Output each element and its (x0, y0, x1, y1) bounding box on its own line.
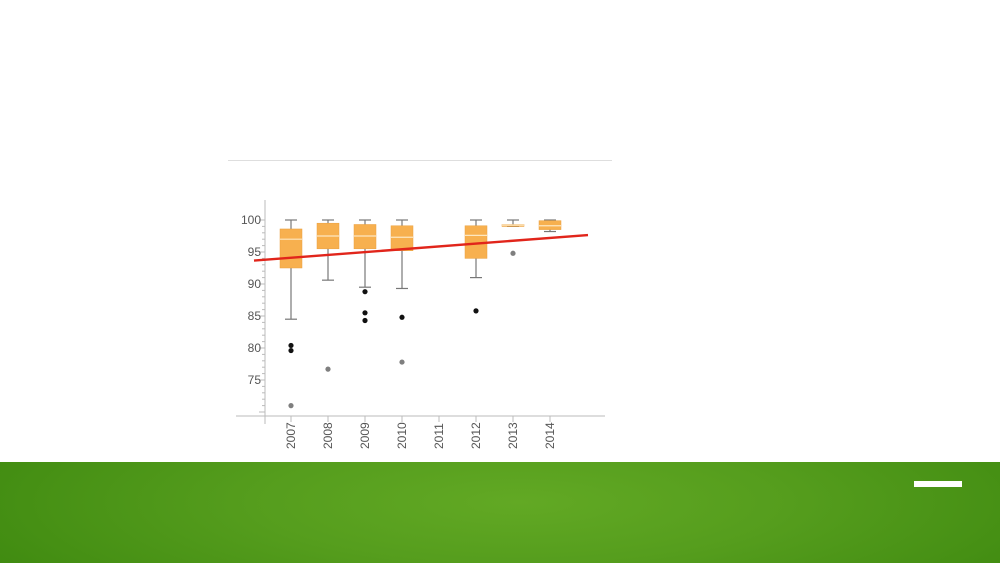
box-body (279, 228, 303, 269)
y-axis: 100 95 90 85 80 75 (241, 200, 266, 424)
outlier-point (288, 347, 294, 354)
outlier-point (288, 342, 294, 349)
y-tick-label: 85 (248, 309, 262, 323)
outlier-point (510, 250, 516, 256)
outlier-series (288, 250, 516, 409)
x-tick-label: 2013 (506, 422, 520, 449)
outlier-point (362, 310, 368, 316)
outlier-point (362, 317, 368, 324)
chart-top-rule (228, 160, 612, 161)
footer-dash-mark (914, 481, 962, 487)
x-tick-label: 2009 (358, 422, 372, 449)
outlier-point (325, 366, 331, 372)
x-tick-label: 2012 (469, 422, 483, 449)
x-tick-label: 2011 (432, 423, 446, 449)
box-body (538, 220, 562, 230)
x-axis: 2007 2008 2009 2010 2011 2012 2013 2014 (236, 415, 605, 449)
x-tick-label: 2008 (321, 422, 335, 449)
y-tick-label: 75 (248, 373, 262, 387)
footer-band (0, 462, 1000, 563)
y-tick-label: 80 (248, 341, 262, 355)
outlier-point (362, 289, 368, 295)
y-tick-label: 90 (248, 277, 262, 291)
outlier-point (288, 403, 294, 409)
x-tick-label: 2010 (395, 422, 409, 449)
box-body (353, 224, 377, 250)
box-body (390, 225, 414, 251)
box-series (279, 219, 562, 320)
outlier-point (473, 308, 479, 314)
trend-line (253, 233, 589, 262)
outlier-point (399, 359, 405, 365)
y-tick-label: 95 (248, 245, 262, 259)
trend-series (253, 233, 589, 262)
y-tick-label: 100 (241, 213, 261, 227)
x-tick-label: 2014 (543, 422, 557, 449)
outlier-point (399, 314, 405, 320)
x-tick-label: 2007 (284, 422, 298, 449)
